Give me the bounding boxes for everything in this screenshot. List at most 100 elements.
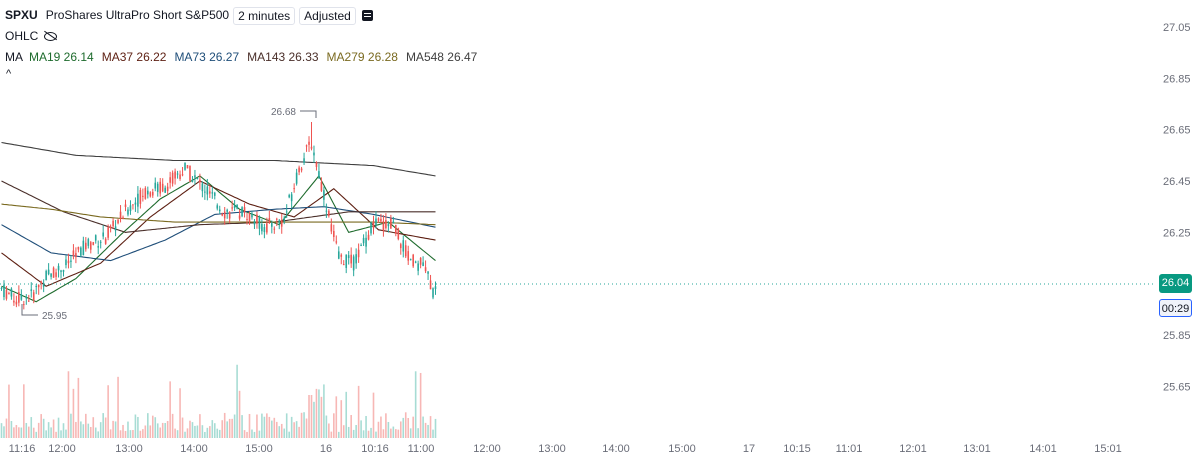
volume-bar [75, 421, 77, 438]
volume-bar [357, 385, 360, 438]
volume-bar [335, 396, 338, 438]
candle [310, 121, 313, 151]
volume-bar [8, 384, 10, 438]
volume-bar [99, 422, 102, 438]
candle [273, 226, 276, 234]
candle [65, 255, 67, 269]
collapse-chevron-icon[interactable]: ^ [6, 68, 12, 80]
volume-bar [313, 401, 315, 438]
ma-legend-ma73: MA73 26.27 [174, 50, 240, 64]
ma-line-ma19 [1, 174, 436, 303]
volume-bar [370, 427, 372, 438]
volume-bar [65, 429, 67, 438]
volume-bar [399, 421, 402, 438]
candle [404, 240, 407, 259]
candle [194, 169, 196, 185]
volume-bar [117, 376, 119, 438]
symbol[interactable]: SPXU [5, 8, 38, 22]
candle [104, 237, 107, 245]
volume-bar [298, 426, 300, 438]
candle [201, 181, 204, 198]
volume-bar [256, 414, 258, 438]
volume-bar [174, 428, 176, 438]
price-tick: 27.05 [1163, 22, 1191, 34]
candle [377, 217, 380, 223]
volume-bar [310, 394, 313, 438]
candle [355, 248, 357, 269]
candle [380, 213, 382, 224]
time-tick: 17 [743, 443, 755, 455]
volume-bar [55, 431, 57, 438]
candle [305, 144, 308, 152]
candle [72, 244, 75, 260]
volume-bar [80, 421, 82, 438]
candle [149, 191, 152, 198]
candle [243, 203, 246, 218]
volume-bar [60, 430, 62, 438]
candle [357, 243, 360, 263]
price-tick: 26.85 [1163, 73, 1191, 85]
volume-bar [122, 424, 124, 438]
candle [390, 214, 392, 229]
candle [432, 287, 434, 300]
candle [156, 181, 159, 197]
time-tick: 14:00 [602, 443, 630, 455]
volume-bar [424, 422, 427, 438]
volume-bar [382, 429, 385, 438]
volume-bar [184, 431, 186, 438]
candle [231, 200, 233, 212]
volume-bar [305, 418, 308, 438]
volume-bar [72, 388, 75, 438]
candle [271, 220, 273, 234]
high-annotation: 26.68 [271, 107, 317, 118]
ma-legend-ma37: MA37 26.22 [101, 50, 167, 64]
volume-bar [199, 414, 201, 438]
candle [37, 284, 40, 295]
time-tick: 11:01 [836, 443, 863, 455]
candle [32, 289, 35, 304]
candle [290, 192, 293, 209]
volume-bar [57, 417, 60, 438]
time-tick: 13:01 [963, 443, 991, 455]
volume-bar [159, 427, 162, 438]
candle [89, 240, 92, 254]
ma-legend-ma548: MA548 26.47 [405, 50, 478, 64]
volume-bar [209, 426, 211, 438]
volume-bar [142, 429, 144, 438]
volume-bar [47, 422, 50, 438]
candle [280, 213, 283, 234]
candle [251, 210, 253, 220]
candle [298, 165, 300, 176]
volume-bar [50, 427, 52, 438]
volume-bar [104, 417, 107, 438]
candle [134, 197, 137, 212]
candle [407, 245, 410, 265]
candle [10, 287, 13, 300]
volume-bar [169, 381, 171, 438]
volume-bar [285, 413, 288, 438]
volume-bar [422, 416, 424, 438]
candle [147, 186, 149, 199]
volume-bar [139, 430, 142, 438]
candle [330, 218, 333, 235]
candle [419, 257, 422, 269]
volume-bar [13, 427, 15, 438]
candle [62, 269, 65, 277]
volume-bar [362, 430, 365, 438]
moving-average-lines [1, 141, 436, 303]
adjustment-chip[interactable]: Adjusted [299, 6, 356, 25]
volume-bar [233, 414, 236, 438]
candle [372, 215, 375, 235]
volume-bar [248, 413, 251, 438]
volume-bar [87, 423, 90, 438]
adjust-menu-icon[interactable] [361, 10, 373, 21]
candle [308, 136, 310, 152]
candle [315, 161, 318, 171]
interval-chip[interactable]: 2 minutes [233, 6, 296, 25]
candle [27, 294, 30, 303]
eye-off-icon[interactable] [44, 32, 58, 41]
volume-bar [325, 415, 328, 438]
volume-bar [149, 425, 152, 438]
candle [395, 224, 397, 237]
